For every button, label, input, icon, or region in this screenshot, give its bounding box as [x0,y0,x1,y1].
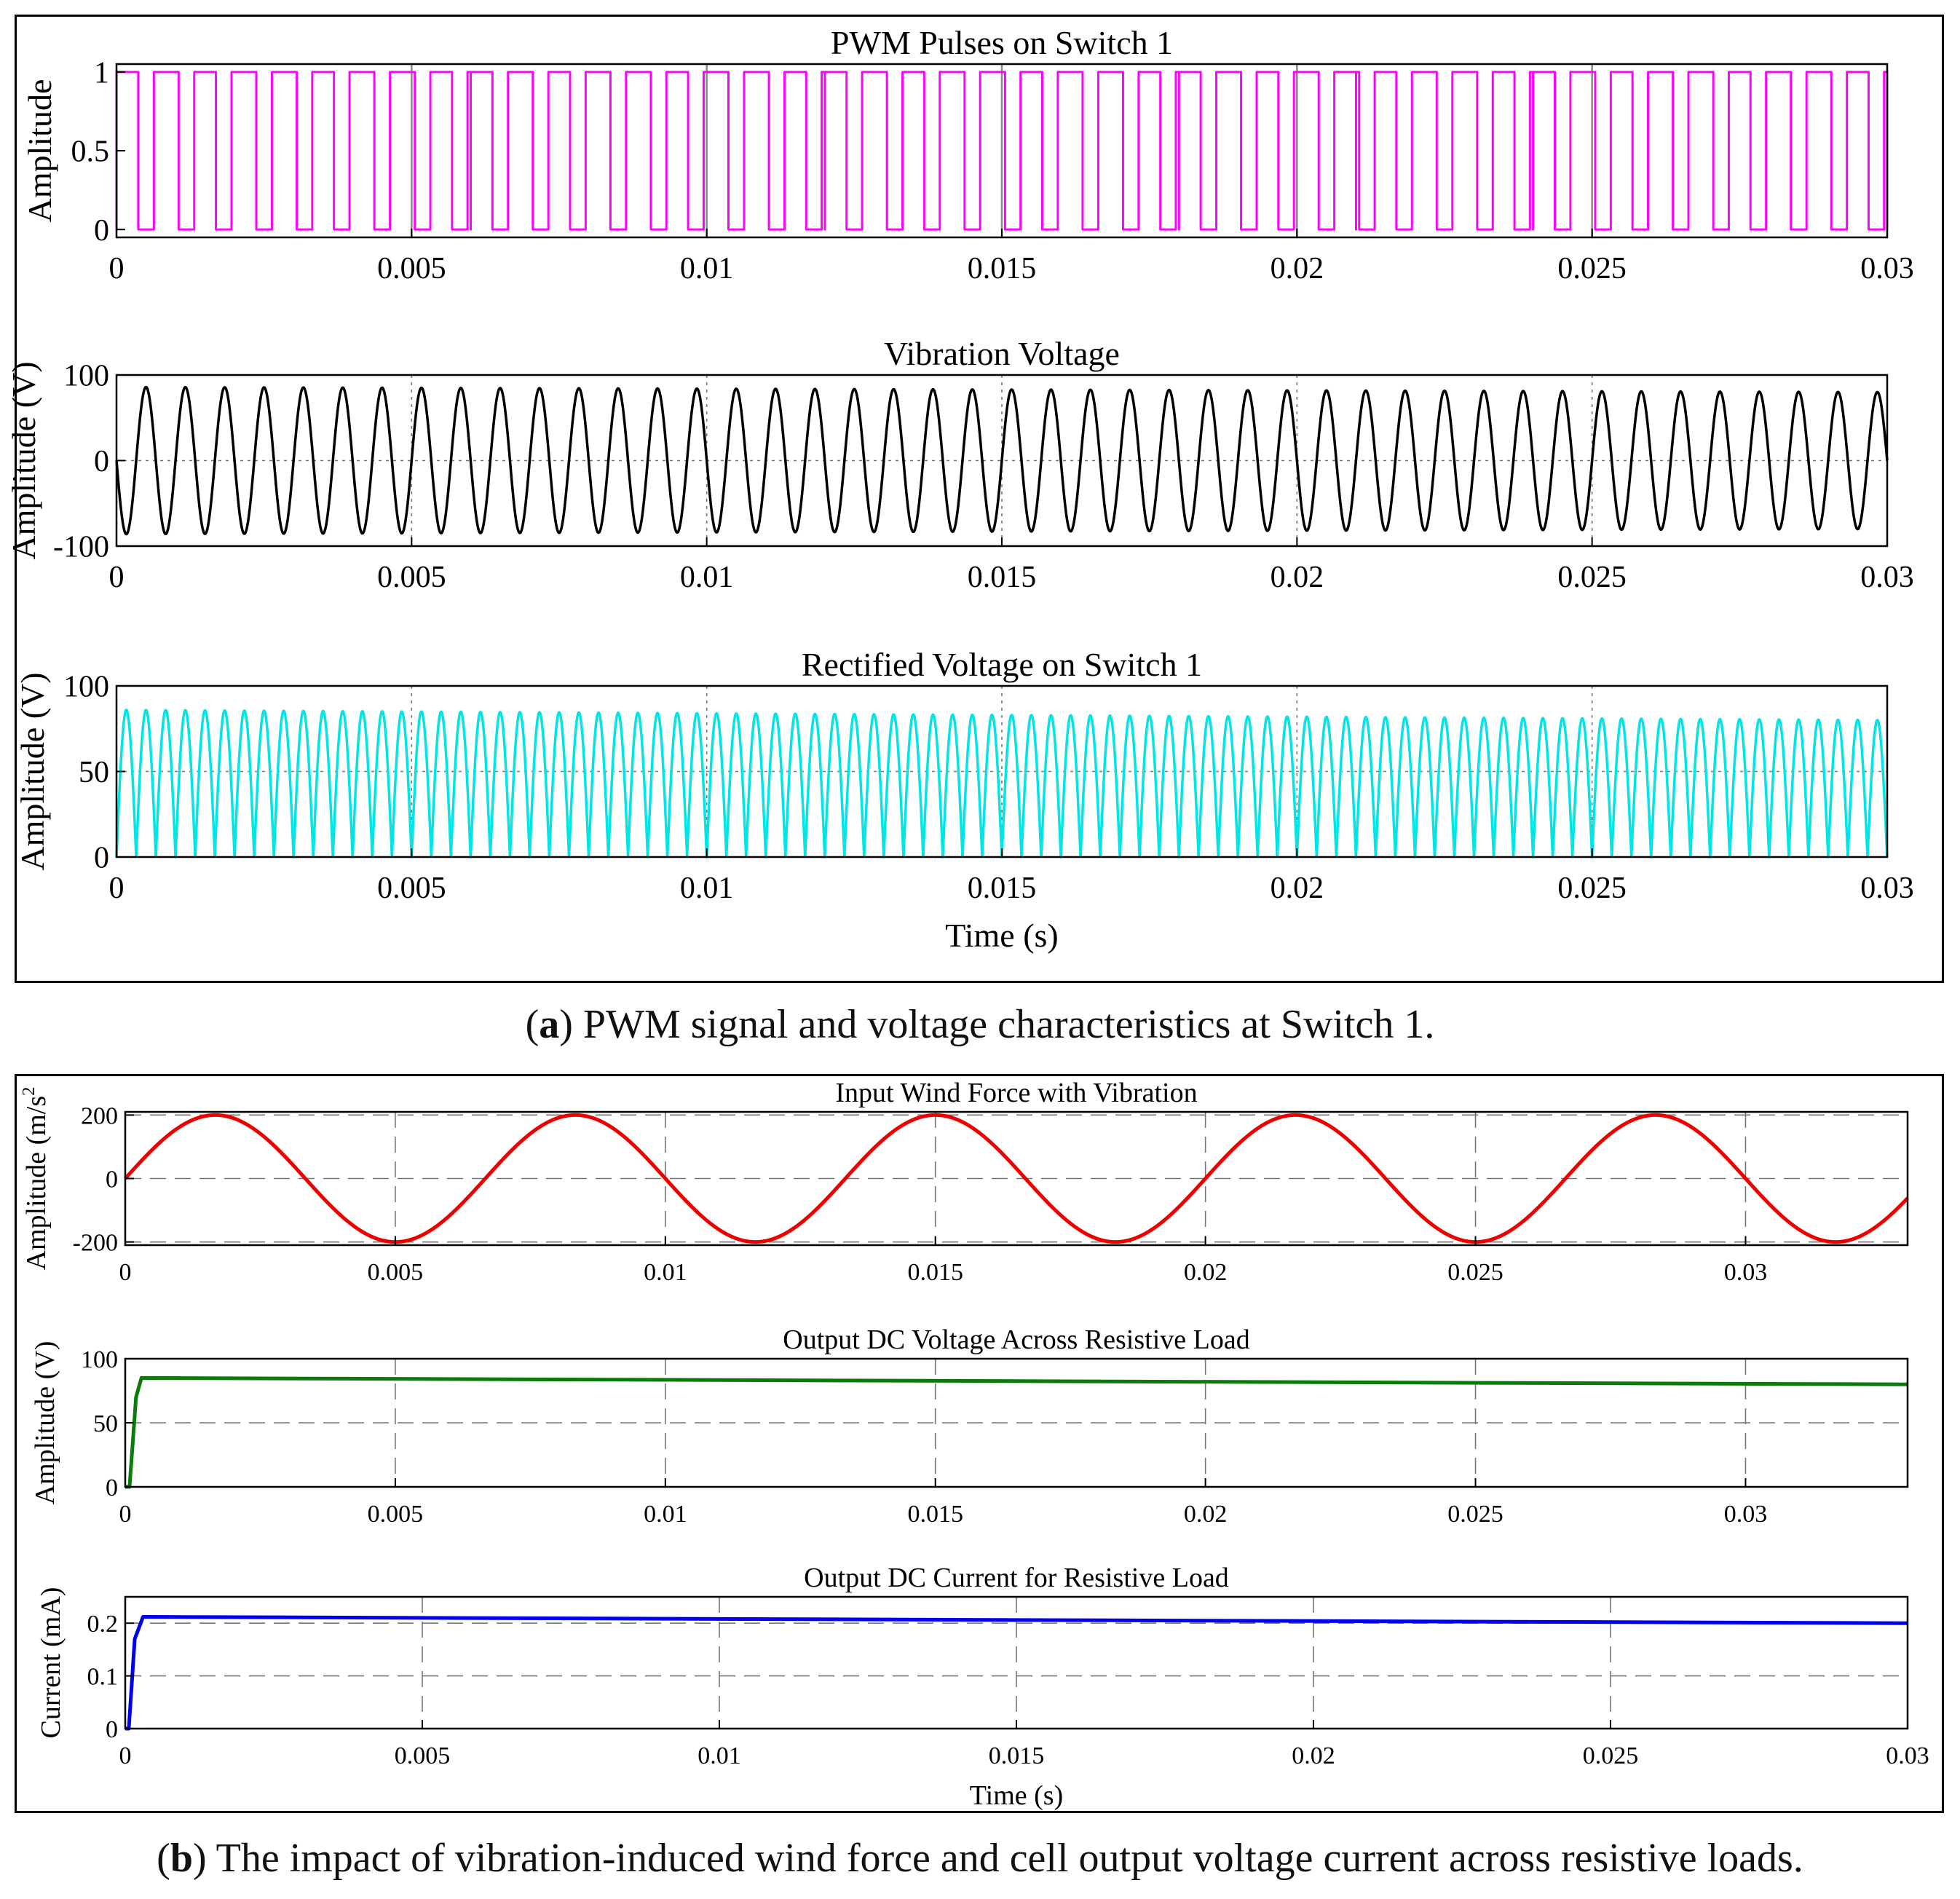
x-tick-label: 0.01 [698,1742,741,1769]
y-tick-label: 0 [94,842,109,875]
x-tick-label: 0 [109,561,125,594]
figure-panel-b [15,1074,1944,1813]
chart-title: Rectified Voltage on Switch 1 [802,646,1202,683]
y-tick-label: -200 [73,1230,118,1257]
y-axis-label: Current (mA) [36,1587,66,1739]
x-tick-label: 0.015 [968,252,1037,285]
x-tick-label: 0.01 [644,1501,687,1528]
y-axis-label-superscript: 2 [19,1087,39,1096]
x-tick-label: 0.015 [989,1742,1045,1769]
x-tick-label: 0.025 [1557,252,1627,285]
chart-pwm: 0 0.005 0.01 0.015 0.02 0.025 0.03 0 0.5 1 PWM Pul… [21,24,1914,285]
y-tick-label: 1 [94,57,109,90]
x-tick-label: 0.005 [395,1742,451,1769]
x-tick-label: 0.03 [1724,1259,1768,1286]
x-tick-label: 0.03 [1724,1501,1768,1528]
chart-rectified: 0 0.005 0.01 0.015 0.02 0.025 0.03 0 50 100 Rectif… [14,646,1914,954]
x-tick-label: 0.025 [1447,1259,1503,1286]
x-tick-label: 0.025 [1557,561,1627,594]
y-axis-label: Amplitude (V) [5,361,42,559]
y-tick-label: 50 [79,756,109,789]
x-tick-label: 0.02 [1271,252,1324,285]
x-tick-label: 0 [119,1259,132,1286]
y-tick-label: 0.2 [87,1611,119,1638]
series-line [123,1113,1910,1244]
y-tick-label: 50 [93,1410,118,1437]
y-axis-label: Amplitude (V) [14,672,51,870]
x-tick-label: 0.025 [1447,1501,1503,1528]
chart-title: Output DC Voltage Across Resistive Load [783,1324,1249,1355]
series-line [115,71,1889,231]
x-tick-label: 0.01 [680,561,734,594]
x-tick-label: 0.005 [368,1259,424,1286]
y-tick-label: 0 [106,1474,118,1501]
y-tick-label: 100 [63,671,109,704]
y-tick-label: 0.1 [87,1664,119,1691]
chart-dc-current: 0 0.005 0.01 0.015 0.02 0.025 0.03 0 0.1 0.2 Outpu… [36,1563,1929,1811]
x-tick-label: 0 [119,1501,132,1528]
y-tick-label: 0.5 [71,135,110,169]
x-tick-label: 0.015 [907,1259,963,1286]
y-axis-label: Amplitude [21,79,58,223]
chart-title: Vibration Voltage [884,335,1120,372]
x-tick-label: 0.02 [1184,1259,1228,1286]
x-tick-label: 0.03 [1860,252,1914,285]
x-tick-label: 0 [109,872,125,905]
x-tick-label: 0.005 [377,561,446,594]
y-tick-label: 0 [106,1716,118,1743]
y-axis-label: Amplitude (V) [30,1341,60,1505]
chart-title: PWM Pulses on Switch 1 [831,24,1173,61]
x-tick-label: 0.005 [368,1501,424,1528]
x-tick-label: 0.015 [907,1501,963,1528]
x-tick-label: 0.025 [1557,872,1627,905]
chart-title: Input Wind Force with Vibration [835,1078,1197,1108]
chart-title: Output DC Current for Resistive Load [804,1563,1229,1593]
x-tick-label: 0.02 [1292,1742,1335,1769]
y-tick-label: 0 [94,445,109,478]
x-tick-label: 0.01 [680,872,734,905]
grid [125,1112,1908,1245]
x-tick-label: 0.01 [680,252,734,285]
y-tick-label: 200 [81,1102,118,1129]
caption-b-text: The impact of vibration-induced wind for… [206,1836,1803,1881]
y-tick-label: 100 [63,360,109,393]
x-axis-label: Time (s) [945,917,1059,954]
grid [411,64,1593,237]
x-tick-label: 0.03 [1860,872,1914,905]
x-tick-label: 0.015 [968,872,1037,905]
chart-wind: 0 0.005 0.01 0.015 0.02 0.025 0.03-2000200Inpu… [19,1078,1910,1286]
chart-dc-voltage: 0 0.005 0.01 0.015 0.02 0.025 0.03 0 50 100 Output… [30,1324,1909,1528]
x-tick-label: 0 [109,252,125,285]
x-tick-label: 0.03 [1886,1742,1929,1769]
y-tick-label: 100 [81,1346,118,1373]
x-tick-label: 0.02 [1271,872,1324,905]
series-line [115,385,1889,536]
x-tick-label: 0.02 [1184,1501,1228,1528]
x-tick-label: 0.01 [644,1259,687,1286]
caption-a-text: PWM signal and voltage characteristics a… [572,1002,1435,1047]
x-axis-label: Time (s) [970,1780,1063,1811]
x-tick-label: 0.03 [1860,561,1914,594]
x-tick-label: 0 [119,1742,132,1769]
caption-b-letter: b [170,1836,193,1881]
y-tick-label: 0 [106,1166,118,1193]
x-tick-label: 0.015 [968,561,1037,594]
caption-a-letter: a [539,1002,560,1047]
y-tick-label: 0 [94,214,109,248]
y-axis-label: Amplitude (m/s2 [19,1087,52,1271]
chart-vibration: 0 0.005 0.01 0.015 0.02 0.025 0.03-1000100Vibr… [5,335,1914,594]
series-line [125,1375,1908,1489]
x-tick-label: 0.025 [1583,1742,1639,1769]
x-tick-label: 0.005 [377,252,446,285]
caption-a: (a) PWM signal and voltage characteristi… [525,1002,1435,1047]
grid [125,1359,1908,1487]
caption-b: (b) The impact of vibration-induced wind… [157,1836,1803,1881]
x-tick-label: 0.005 [377,872,446,905]
y-tick-label: -100 [53,531,109,564]
x-tick-label: 0.02 [1271,561,1324,594]
